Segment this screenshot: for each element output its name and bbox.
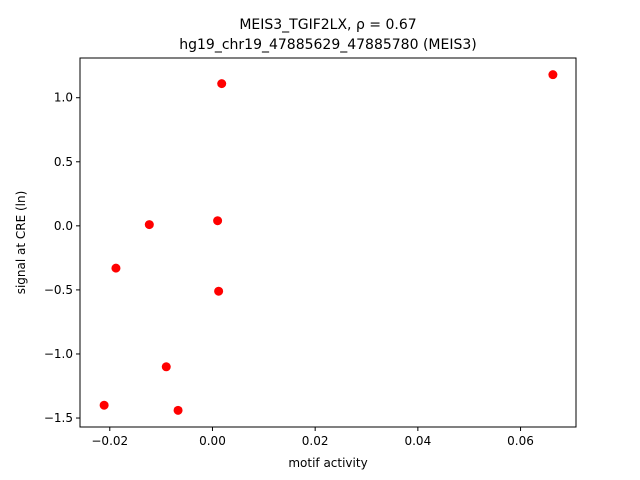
chart-title-line2: hg19_chr19_47885629_47885780 (MEIS3) <box>179 37 476 53</box>
x-axis-ticks: −0.02 0.00 0.02 0.04 0.06 <box>91 427 534 448</box>
x-tick-label: 0.04 <box>404 434 431 448</box>
x-tick-label: 0.06 <box>507 434 534 448</box>
y-tick-label: 0.0 <box>54 219 73 233</box>
plot-frame <box>79 57 577 428</box>
y-tick-label: 0.5 <box>54 155 73 169</box>
y-axis-ticks: −1.5 −1.0 −0.5 0.0 0.5 1.0 <box>44 91 80 425</box>
x-tick-label: 0.00 <box>199 434 226 448</box>
data-point <box>548 70 558 80</box>
data-points <box>99 70 558 415</box>
data-point <box>144 220 154 230</box>
y-tick-label: −1.0 <box>44 347 73 361</box>
data-point <box>111 263 121 273</box>
data-point <box>161 362 171 372</box>
y-tick-label: 1.0 <box>54 91 73 105</box>
data-point <box>214 286 224 296</box>
y-tick-label: −0.5 <box>44 283 73 297</box>
x-axis-label: motif activity <box>288 456 367 470</box>
data-point <box>213 216 223 226</box>
x-tick-label: −0.02 <box>91 434 128 448</box>
data-point <box>99 400 109 410</box>
y-axis-label: signal at CRE (ln) <box>14 191 28 295</box>
data-point <box>217 79 227 89</box>
y-tick-label: −1.5 <box>44 411 73 425</box>
chart-title-line1: MEIS3_TGIF2LX, ρ = 0.67 <box>239 17 416 33</box>
x-tick-label: 0.02 <box>302 434 329 448</box>
data-point <box>173 405 183 415</box>
